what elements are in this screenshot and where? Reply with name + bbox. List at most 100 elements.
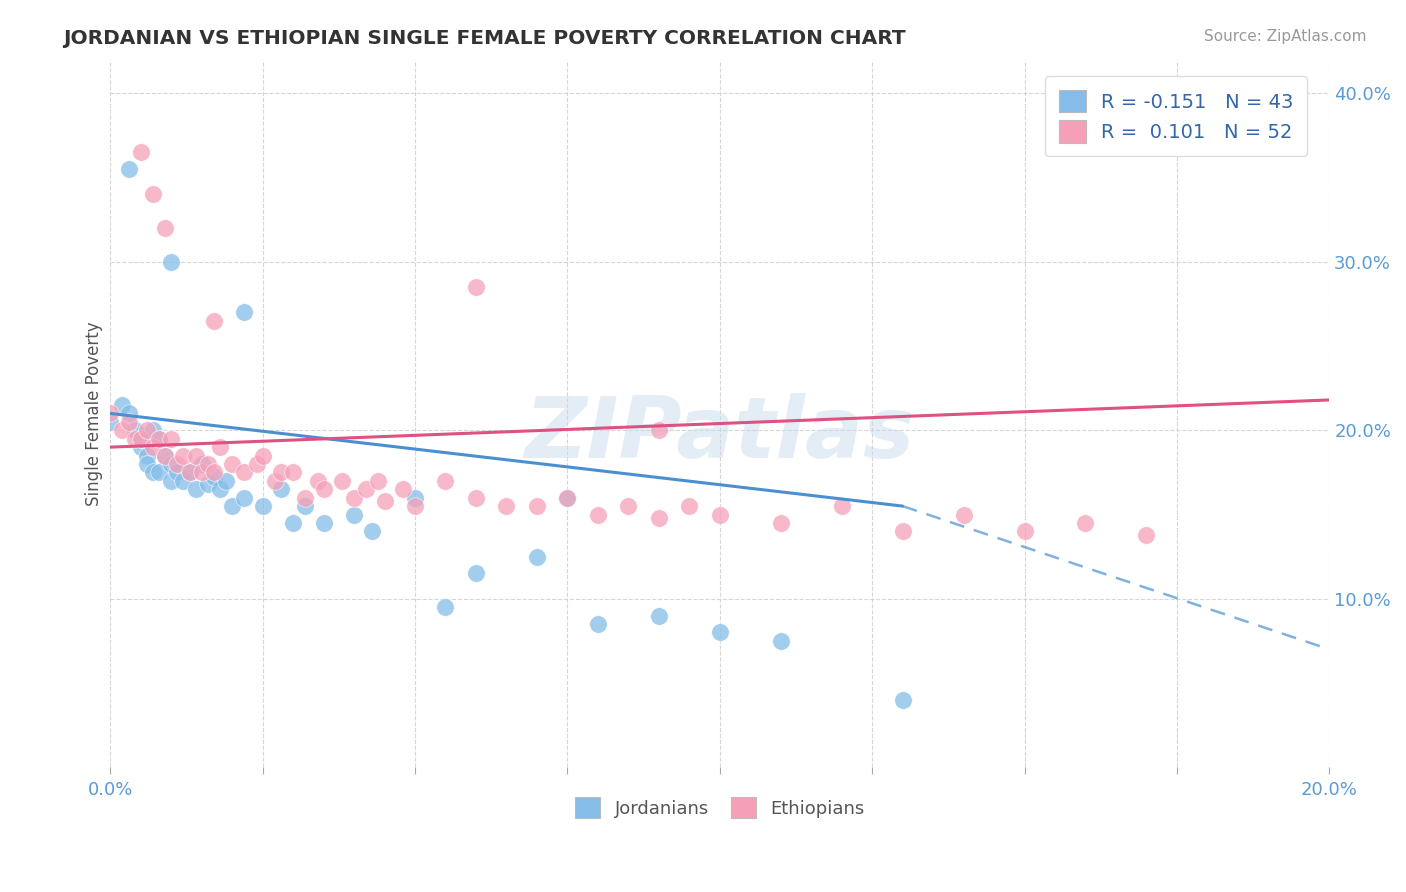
Point [233, 305, 256, 319]
Point [586, 508, 609, 522]
Point [111, 423, 134, 437]
Point [98, 415, 121, 429]
Point [221, 457, 243, 471]
Point [160, 254, 183, 268]
Point [1135, 527, 1157, 541]
Point [202, 470, 225, 484]
Point [153, 221, 176, 235]
Point [343, 508, 366, 522]
Point [526, 499, 548, 513]
Point [434, 474, 457, 488]
Point [1074, 516, 1097, 530]
Point [312, 516, 335, 530]
Point [404, 499, 426, 513]
Point [129, 440, 152, 454]
Point [208, 482, 231, 496]
Point [142, 423, 165, 437]
Point [172, 449, 194, 463]
Point [233, 491, 256, 505]
Point [172, 474, 194, 488]
Point [343, 491, 366, 505]
Point [160, 457, 183, 471]
Point [142, 466, 165, 480]
Text: Source: ZipAtlas.com: Source: ZipAtlas.com [1204, 29, 1367, 44]
Point [190, 466, 212, 480]
Point [891, 524, 914, 539]
Point [678, 499, 700, 513]
Point [190, 457, 212, 471]
Point [124, 432, 146, 446]
Point [135, 457, 157, 471]
Point [557, 491, 579, 505]
Point [354, 482, 377, 496]
Point [208, 440, 231, 454]
Point [179, 466, 201, 480]
Point [307, 474, 329, 488]
Point [135, 449, 157, 463]
Point [312, 482, 335, 496]
Legend: Jordanians, Ethiopians: Jordanians, Ethiopians [568, 790, 872, 825]
Point [142, 440, 165, 454]
Point [557, 491, 579, 505]
Point [465, 566, 488, 581]
Point [526, 549, 548, 564]
Point [404, 491, 426, 505]
Point [129, 145, 152, 160]
Point [184, 482, 207, 496]
Point [117, 162, 139, 177]
Point [586, 617, 609, 632]
Point [252, 449, 274, 463]
Point [252, 499, 274, 513]
Point [709, 508, 731, 522]
Point [294, 491, 316, 505]
Point [197, 477, 219, 491]
Point [166, 457, 188, 471]
Point [270, 482, 292, 496]
Point [709, 625, 731, 640]
Point [98, 406, 121, 420]
Point [367, 474, 389, 488]
Point [117, 415, 139, 429]
Point [142, 187, 165, 202]
Point [330, 474, 353, 488]
Point [153, 449, 176, 463]
Point [465, 491, 488, 505]
Y-axis label: Single Female Poverty: Single Female Poverty [86, 321, 103, 506]
Point [270, 466, 292, 480]
Point [769, 516, 792, 530]
Point [166, 466, 188, 480]
Point [952, 508, 974, 522]
Point [617, 499, 640, 513]
Text: JORDANIAN VS ETHIOPIAN SINGLE FEMALE POVERTY CORRELATION CHART: JORDANIAN VS ETHIOPIAN SINGLE FEMALE POV… [63, 29, 905, 47]
Point [233, 466, 256, 480]
Point [117, 406, 139, 420]
Point [831, 499, 853, 513]
Point [434, 600, 457, 615]
Point [111, 398, 134, 412]
Point [148, 432, 170, 446]
Point [1014, 524, 1036, 539]
Point [1043, 128, 1066, 143]
Point [648, 511, 671, 525]
Point [361, 524, 384, 539]
Point [294, 499, 316, 513]
Point [202, 466, 225, 480]
Point [179, 466, 201, 480]
Point [197, 457, 219, 471]
Point [160, 474, 183, 488]
Point [129, 432, 152, 446]
Point [135, 423, 157, 437]
Point [148, 466, 170, 480]
Point [891, 693, 914, 707]
Point [148, 432, 170, 446]
Point [392, 482, 415, 496]
Point [465, 280, 488, 294]
Point [281, 516, 304, 530]
Point [153, 449, 176, 463]
Point [202, 314, 225, 328]
Point [281, 466, 304, 480]
Point [221, 499, 243, 513]
Text: ZIPatlas: ZIPatlas [524, 393, 915, 476]
Point [769, 633, 792, 648]
Point [374, 494, 396, 508]
